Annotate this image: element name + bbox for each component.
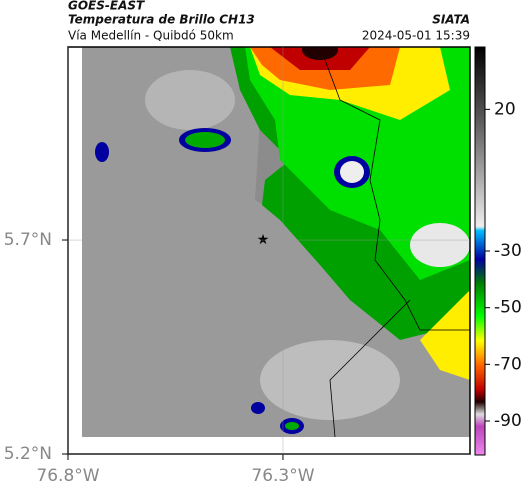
satellite-image	[82, 47, 470, 437]
x-tick-label: 76.3°W	[251, 466, 314, 486]
x-tick-label: 76.8°W	[36, 466, 99, 486]
source: GOES-EAST	[68, 0, 145, 13]
subtitle: Vía Medellín - Quibdó 50km	[68, 29, 234, 43]
datetime: 2024-05-01 15:39	[362, 29, 470, 43]
colorbar-tick-label: -50	[494, 298, 522, 318]
colorbar	[474, 46, 486, 456]
colorbar-tick-label: 20	[494, 99, 516, 119]
title: Temperatura de Brillo CH13	[68, 13, 255, 27]
colorbar-tick-label: -90	[494, 411, 522, 431]
agency: SIATA	[432, 13, 470, 27]
y-tick-label: 5.7°N	[4, 230, 52, 250]
colorbar-tick-label: -70	[494, 354, 522, 374]
y-tick-label: 5.2°N	[4, 444, 52, 464]
colorbar-tick-label: -30	[494, 241, 522, 261]
